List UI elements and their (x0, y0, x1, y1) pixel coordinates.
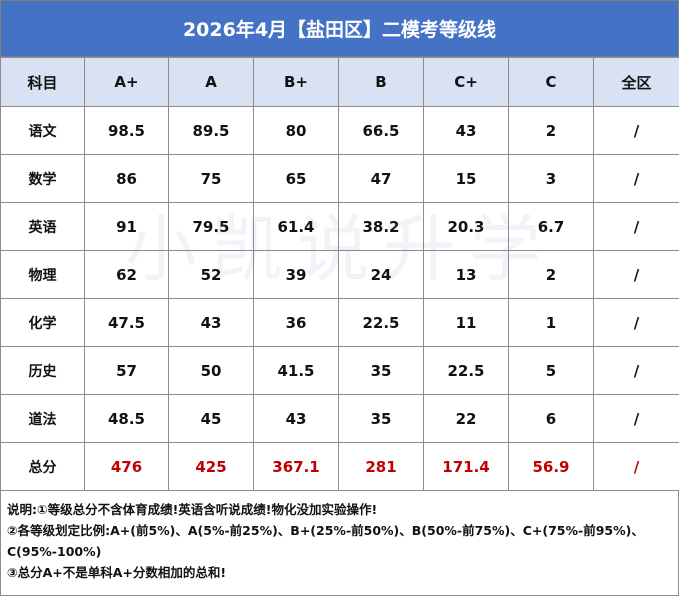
score-cell: 56.9 (509, 443, 594, 491)
score-cell: 66.5 (339, 107, 424, 155)
score-cell: 47.5 (85, 299, 169, 347)
score-cell: 38.2 (339, 203, 424, 251)
score-cell: 2 (509, 251, 594, 299)
score-cell: 5 (509, 347, 594, 395)
subject-cell: 化学 (1, 299, 85, 347)
note-line: C(95%-100%) (7, 541, 672, 562)
score-cell: 91 (85, 203, 169, 251)
score-cell: / (594, 251, 679, 299)
score-cell: 24 (339, 251, 424, 299)
score-cell: 425 (169, 443, 254, 491)
score-cell: / (594, 203, 679, 251)
notes-section: 说明:①等级总分不含体育成绩!英语含听说成绩!物化没加实验操作! ②各等级划定比… (0, 491, 679, 596)
header-cell-b: B (339, 58, 424, 107)
note-line: ②各等级划定比例:A+(前5%)、A(5%-前25%)、B+(25%-前50%)… (7, 520, 672, 541)
score-cell: 35 (339, 347, 424, 395)
score-cell: 57 (85, 347, 169, 395)
subject-cell: 语文 (1, 107, 85, 155)
subject-cell: 道法 (1, 395, 85, 443)
score-cell: 86 (85, 155, 169, 203)
header-cell-a: A (169, 58, 254, 107)
score-cell: 43 (254, 395, 339, 443)
note-line: 说明:①等级总分不含体育成绩!英语含听说成绩!物化没加实验操作! (7, 499, 672, 520)
subject-cell: 英语 (1, 203, 85, 251)
score-cell: 98.5 (85, 107, 169, 155)
score-cell: 52 (169, 251, 254, 299)
score-cell: 3 (509, 155, 594, 203)
score-cell: 22.5 (424, 347, 509, 395)
score-cell: 6.7 (509, 203, 594, 251)
score-cell: 43 (424, 107, 509, 155)
score-cell: 6 (509, 395, 594, 443)
score-cell: 79.5 (169, 203, 254, 251)
header-cell-aplus: A+ (85, 58, 169, 107)
score-cell: 47 (339, 155, 424, 203)
header-cell-c: C (509, 58, 594, 107)
score-cell: 35 (339, 395, 424, 443)
score-cell: / (594, 299, 679, 347)
score-cell: 171.4 (424, 443, 509, 491)
header-cell-cplus: C+ (424, 58, 509, 107)
score-cell: 41.5 (254, 347, 339, 395)
score-cell: / (594, 155, 679, 203)
score-cell: 36 (254, 299, 339, 347)
subject-cell: 数学 (1, 155, 85, 203)
score-cell: 367.1 (254, 443, 339, 491)
score-cell: 15 (424, 155, 509, 203)
header-cell-subject: 科目 (1, 58, 85, 107)
note-line: ③总分A+不是单科A+分数相加的总和! (7, 562, 672, 583)
score-cell: / (594, 443, 679, 491)
score-cell: 22 (424, 395, 509, 443)
score-cell: 476 (85, 443, 169, 491)
score-cell: / (594, 395, 679, 443)
score-cell: 75 (169, 155, 254, 203)
score-cell: 89.5 (169, 107, 254, 155)
score-cell: 11 (424, 299, 509, 347)
score-cell: 45 (169, 395, 254, 443)
score-cell: 62 (85, 251, 169, 299)
score-cell: 1 (509, 299, 594, 347)
header-cell-district: 全区 (594, 58, 679, 107)
score-cell: / (594, 107, 679, 155)
score-cell: 48.5 (85, 395, 169, 443)
score-cell: 20.3 (424, 203, 509, 251)
score-cell: 39 (254, 251, 339, 299)
score-cell: 2 (509, 107, 594, 155)
score-cell: 281 (339, 443, 424, 491)
score-cell: / (594, 347, 679, 395)
score-cell: 43 (169, 299, 254, 347)
score-cell: 13 (424, 251, 509, 299)
table-header-row: 科目 A+ A B+ B C+ C 全区 (1, 58, 679, 107)
sheet-title: 2026年4月【盐田区】二模考等级线 (0, 0, 679, 57)
score-cell: 50 (169, 347, 254, 395)
header-cell-bplus: B+ (254, 58, 339, 107)
subject-cell: 总分 (1, 443, 85, 491)
score-cell: 22.5 (339, 299, 424, 347)
score-cell: 61.4 (254, 203, 339, 251)
score-cell: 80 (254, 107, 339, 155)
subject-cell: 历史 (1, 347, 85, 395)
subject-cell: 物理 (1, 251, 85, 299)
score-cell: 65 (254, 155, 339, 203)
